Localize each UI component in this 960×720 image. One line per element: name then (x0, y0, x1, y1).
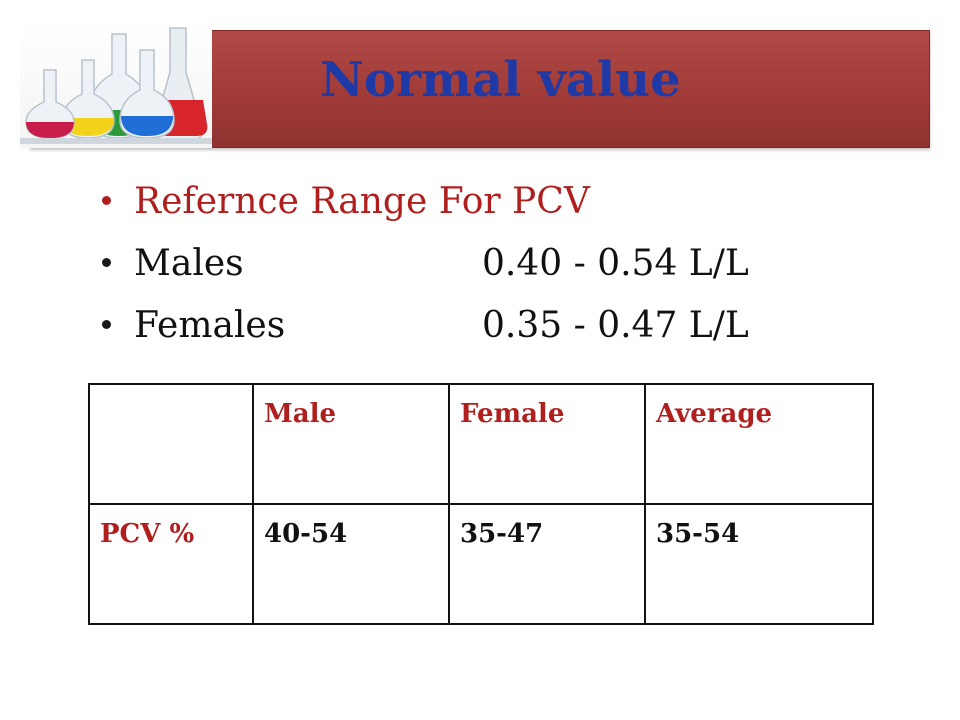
pcv-table: Male Female Average PCV % 40-54 35-47 35… (88, 383, 874, 625)
bullet-item: Refernce Range For PCV (96, 176, 856, 238)
table-header-cell: Average (644, 383, 874, 505)
bullet-dot (102, 258, 111, 267)
bullet-label: Females (134, 305, 286, 346)
bullet-item: Females 0.35 - 0.47 L/L (96, 300, 856, 362)
bullet-label: Refernce Range For PCV (134, 181, 590, 222)
bullet-label: Males (134, 243, 244, 284)
table-header-cell: Female (448, 383, 646, 505)
table-header-cell: Male (252, 383, 450, 505)
table-row-label: PCV % (88, 503, 254, 625)
bullet-dot (102, 196, 111, 205)
table-cell: 40-54 (252, 503, 450, 625)
bullet-list: Refernce Range For PCV Males 0.40 - 0.54… (96, 176, 856, 362)
bullet-item: Males 0.40 - 0.54 L/L (96, 238, 856, 300)
table-header-row: Male Female Average (88, 383, 874, 505)
lab-flasks-icon (20, 20, 212, 148)
table-cell: 35-47 (448, 503, 646, 625)
bullet-dot (102, 320, 111, 329)
table-header-cell (88, 383, 254, 505)
table-row: PCV % 40-54 35-47 35-54 (88, 503, 874, 625)
bullet-value: 0.40 - 0.54 L/L (482, 243, 749, 284)
bullet-value: 0.35 - 0.47 L/L (482, 305, 749, 346)
table-cell: 35-54 (644, 503, 874, 625)
slide-title: Normal value (320, 52, 681, 108)
